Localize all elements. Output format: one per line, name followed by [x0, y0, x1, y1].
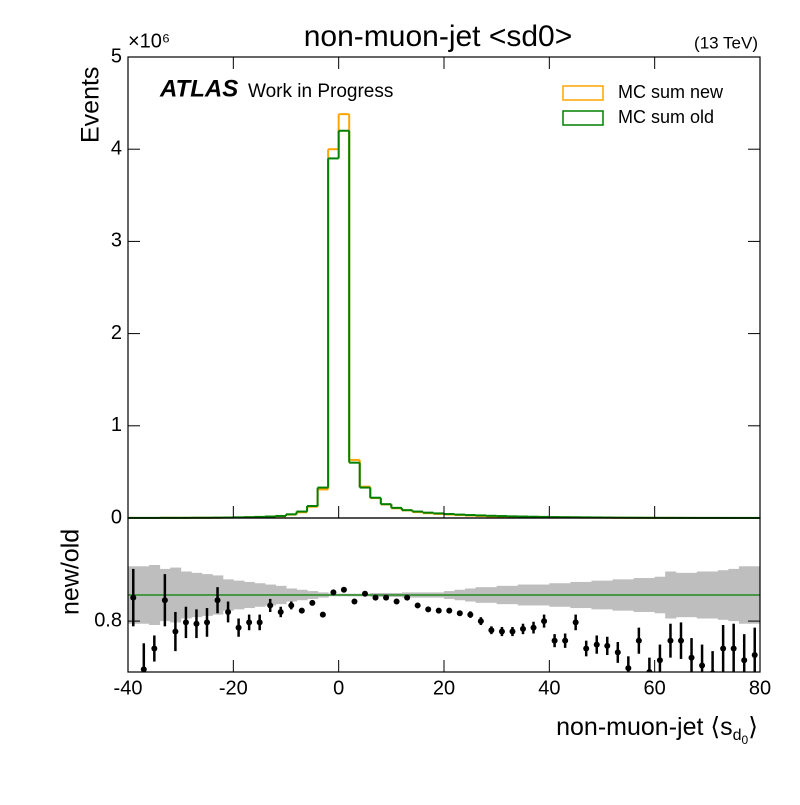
data-point [414, 602, 421, 609]
data-point [456, 610, 463, 617]
data-point [319, 611, 326, 618]
data-point [161, 597, 168, 604]
data-point [541, 618, 548, 625]
multiplier: ×10⁶ [128, 30, 170, 52]
data-point [372, 594, 379, 601]
data-point [330, 589, 337, 596]
y-tick-label: 5 [111, 45, 122, 67]
data-point [383, 594, 390, 601]
x-tick-label: 20 [433, 677, 455, 699]
data-point [509, 628, 516, 635]
y-axis-label: Events [77, 67, 105, 143]
ratio-area [128, 564, 760, 672]
data-point [656, 657, 663, 664]
data-point [720, 645, 727, 652]
data-point [172, 628, 179, 635]
data-point [593, 641, 600, 648]
data-point [204, 619, 210, 626]
y-tick-label: 0.8 [94, 609, 122, 631]
data-point [288, 602, 295, 609]
legend-swatch [562, 85, 604, 101]
chart-title: non-muon-jet <sd0> [304, 20, 573, 53]
data-point [699, 662, 706, 669]
data-point [214, 597, 221, 604]
legend-label: MC sum new [618, 82, 724, 102]
data-point [267, 602, 274, 609]
data-point [393, 598, 400, 605]
data-point [340, 586, 347, 593]
x-tick-label: -20 [219, 677, 248, 699]
data-point [488, 627, 495, 634]
data-point [709, 670, 716, 672]
x-tick-label: 0 [333, 677, 344, 699]
data-point [235, 624, 242, 631]
atlas-tag: Work in Progress [248, 81, 393, 102]
data-point [562, 637, 569, 644]
data-point [256, 619, 263, 626]
data-point [635, 637, 642, 644]
data-point [678, 637, 684, 644]
data-point [225, 608, 232, 615]
data-point [130, 594, 137, 601]
legend-label: MC sum old [618, 107, 714, 127]
data-point [477, 618, 484, 625]
data-point [751, 652, 758, 659]
y-tick-label: 0 [111, 506, 122, 528]
data-point [467, 611, 474, 618]
data-point [625, 665, 632, 672]
data-point [309, 599, 316, 606]
data-point [182, 619, 189, 626]
atlas-label: ATLAS [159, 75, 238, 102]
data-point [425, 606, 432, 613]
data-point [741, 657, 748, 664]
data-point [298, 607, 305, 614]
data-point [530, 624, 537, 631]
data-point [435, 607, 442, 614]
x-tick-label: 60 [644, 677, 666, 699]
x-axis-label: non-muon-jet ⟨sd0⟩ [556, 713, 758, 748]
plot-frame [127, 517, 761, 673]
data-point [667, 637, 674, 644]
data-point [498, 628, 505, 635]
x-tick-label: 40 [538, 677, 560, 699]
legend-swatch [562, 110, 604, 126]
y-tick-label: 3 [111, 230, 122, 252]
data-point [193, 620, 200, 627]
data-point [688, 654, 695, 661]
data-point [246, 619, 253, 626]
data-point [140, 666, 147, 672]
x-tick-label: 80 [749, 677, 771, 699]
data-point [614, 649, 621, 656]
data-point [446, 607, 453, 614]
data-point [520, 625, 526, 632]
y-tick-label: 2 [111, 322, 122, 344]
data-point [604, 642, 611, 649]
y-tick-label: 4 [111, 137, 122, 159]
data-point [277, 608, 284, 615]
x-tick-label: -40 [114, 677, 143, 699]
data-point [362, 590, 368, 597]
energy-label: (13 TeV) [694, 33, 758, 52]
ratio-y-axis-label: new/old [57, 529, 85, 615]
data-point [551, 637, 558, 644]
y-tick-label: 1 [111, 414, 122, 436]
data-point [583, 645, 590, 652]
data-point [572, 619, 579, 626]
data-point [730, 645, 737, 652]
data-point [646, 669, 653, 672]
data-point [404, 594, 411, 601]
data-point [151, 645, 158, 652]
data-point [351, 598, 358, 605]
